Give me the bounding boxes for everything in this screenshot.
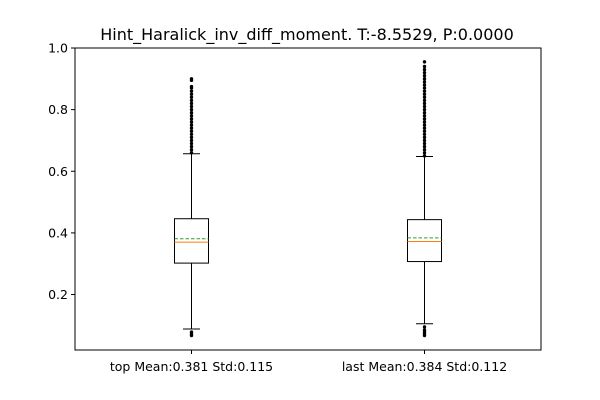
outlier-point — [422, 80, 427, 84]
outlier-point — [422, 83, 427, 87]
y-axis: 0.2 0.4 0.6 0.8 1.0 — [48, 41, 75, 302]
outlier-point — [422, 120, 427, 124]
y-tick-label: 1.0 — [48, 41, 68, 56]
plot-frame — [74, 47, 542, 351]
outlier-point — [189, 95, 194, 100]
outlier-point — [189, 151, 194, 155]
outlier-point — [189, 138, 194, 143]
boxes-layer — [174, 60, 442, 338]
outlier-point — [422, 86, 427, 90]
outlier-point — [422, 89, 427, 93]
x-axis: top Mean:0.381 Std:0.115 last Mean:0.384 … — [110, 350, 507, 374]
outlier-point — [422, 144, 427, 149]
outlier-point — [422, 132, 427, 136]
outlier-point — [189, 89, 194, 93]
box-iqr — [174, 218, 209, 264]
outlier-point — [189, 147, 194, 152]
outlier-point — [189, 144, 194, 149]
outlier-point — [422, 95, 427, 100]
outlier-point — [422, 129, 427, 133]
outlier-point — [189, 104, 194, 109]
outlier-point — [189, 84, 194, 89]
outlier-point — [422, 98, 427, 103]
outlier-point — [422, 126, 427, 130]
outlier-point — [422, 101, 427, 106]
y-tick-label: 0.6 — [48, 164, 68, 179]
outlier-point — [422, 64, 427, 69]
outlier-point — [189, 92, 194, 96]
outlier-point — [189, 111, 194, 115]
outlier-point — [422, 333, 427, 338]
outlier-point — [189, 98, 194, 103]
box-group — [174, 77, 209, 338]
outlier-point — [422, 74, 427, 78]
outlier-point — [422, 107, 427, 112]
outlier-point — [422, 141, 427, 146]
outlier-point — [422, 70, 427, 75]
outlier-point — [422, 154, 427, 158]
outlier-point — [422, 147, 427, 152]
y-tick-label: 0.4 — [48, 225, 68, 240]
outlier-point — [189, 107, 194, 112]
x-tick-label: top Mean:0.381 Std:0.115 — [110, 359, 273, 374]
outlier-point — [189, 120, 194, 124]
chart-title: Hint_Haralick_inv_diff_moment. T:-8.5529… — [100, 25, 514, 45]
y-tick-label: 0.2 — [48, 287, 68, 302]
outlier-point — [189, 114, 194, 118]
outlier-point — [422, 114, 427, 118]
outlier-point — [422, 117, 427, 121]
outlier-point — [189, 135, 194, 140]
outlier-point — [189, 132, 194, 136]
outlier-point — [189, 117, 194, 121]
outlier-point — [422, 92, 427, 96]
box-group — [407, 60, 442, 338]
outlier-point — [189, 101, 194, 106]
outlier-point — [422, 111, 427, 115]
outlier-point — [422, 104, 427, 109]
outlier-point — [422, 123, 427, 127]
outlier-point — [189, 77, 194, 81]
y-tick-label: 0.8 — [48, 102, 68, 117]
outlier-point — [422, 60, 427, 64]
outlier-point — [422, 138, 427, 143]
outlier-point — [189, 129, 194, 133]
outlier-point — [189, 333, 194, 338]
outlier-point — [189, 126, 194, 130]
outlier-point — [189, 123, 194, 127]
outlier-point — [422, 67, 427, 72]
outlier-point — [422, 135, 427, 140]
box-iqr — [407, 219, 442, 263]
outlier-point — [189, 141, 194, 146]
outlier-point — [422, 325, 427, 329]
outlier-point — [422, 151, 427, 155]
x-tick-label: last Mean:0.384 Std:0.112 — [342, 359, 507, 374]
outlier-point — [422, 77, 427, 81]
